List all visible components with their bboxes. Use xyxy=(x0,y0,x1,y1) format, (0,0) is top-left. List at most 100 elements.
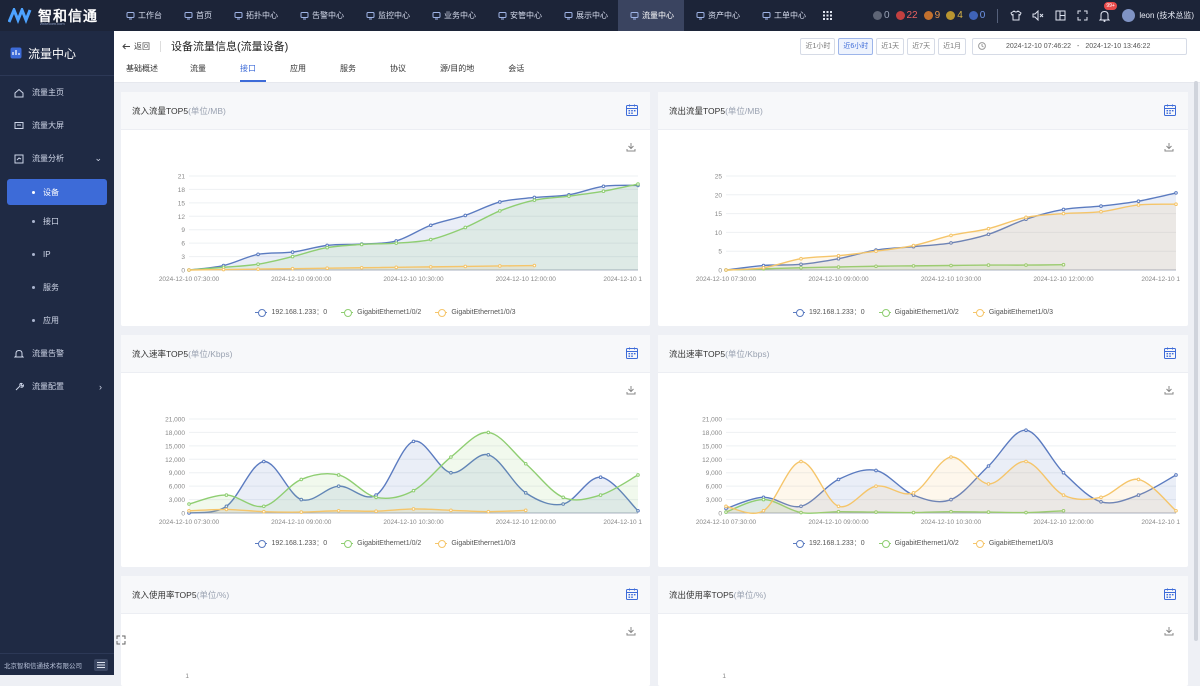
nav-item-9[interactable]: 资产中心 xyxy=(684,0,750,31)
data-point[interactable] xyxy=(836,265,841,269)
data-point[interactable] xyxy=(986,482,991,486)
sidebar-item-3[interactable]: 设备 xyxy=(7,179,107,205)
data-point[interactable] xyxy=(262,509,266,514)
sidebar-item-6[interactable]: 服务 xyxy=(0,271,114,304)
data-point[interactable] xyxy=(325,245,329,250)
data-point[interactable] xyxy=(374,495,378,500)
data-point[interactable] xyxy=(187,502,191,506)
data-point[interactable] xyxy=(224,507,229,512)
data-point[interactable] xyxy=(262,459,266,464)
nav-item-4[interactable]: 监控中心 xyxy=(354,0,420,31)
data-point[interactable] xyxy=(463,225,468,230)
data-point[interactable] xyxy=(1099,500,1103,504)
nav-item-3[interactable]: 告警中心 xyxy=(288,0,354,31)
data-point[interactable] xyxy=(359,265,364,270)
data-point[interactable] xyxy=(761,497,766,502)
range-1m-button[interactable]: 近1月 xyxy=(938,37,966,55)
data-point[interactable] xyxy=(986,226,991,231)
data-point[interactable] xyxy=(598,475,603,479)
data-point[interactable] xyxy=(799,256,803,261)
data-point[interactable] xyxy=(567,194,571,198)
legend-item[interactable]: GigabitEthernet1/0/3 xyxy=(972,307,1053,317)
legend-item[interactable]: GigabitEthernet1/0/3 xyxy=(435,307,516,317)
data-point[interactable] xyxy=(299,477,304,482)
data-point[interactable] xyxy=(799,262,803,267)
calendar-icon[interactable] xyxy=(626,347,638,359)
fullscreen-icon[interactable] xyxy=(1074,8,1090,24)
nav-item-7[interactable]: 展示中心 xyxy=(552,0,618,31)
alert-info[interactable]: 0 xyxy=(968,10,985,21)
data-point[interactable] xyxy=(949,455,953,459)
data-point[interactable] xyxy=(336,473,341,477)
alert-major[interactable]: 22 xyxy=(895,10,918,21)
data-point[interactable] xyxy=(874,510,878,514)
data-point[interactable] xyxy=(724,510,728,514)
data-point[interactable] xyxy=(449,455,453,459)
data-point[interactable] xyxy=(724,268,728,272)
nav-item-1[interactable]: 首页 xyxy=(172,0,222,31)
range-1h-button[interactable]: 近1小时 xyxy=(800,37,836,55)
data-point[interactable] xyxy=(463,213,468,218)
sidebar-item-8[interactable]: 流量告警 xyxy=(0,337,114,370)
data-point[interactable] xyxy=(1061,262,1066,267)
data-point[interactable] xyxy=(911,264,916,268)
nav-item-10[interactable]: 工单中心 xyxy=(750,0,816,31)
download-icon[interactable] xyxy=(626,385,636,395)
data-point[interactable] xyxy=(1061,493,1066,497)
series-line[interactable] xyxy=(725,264,1064,271)
download-icon[interactable] xyxy=(1164,385,1174,395)
tab-6[interactable]: 源/目的地 xyxy=(440,63,475,73)
data-point[interactable] xyxy=(428,223,433,228)
data-point[interactable] xyxy=(486,453,491,457)
data-point[interactable] xyxy=(601,189,606,194)
data-point[interactable] xyxy=(874,249,878,253)
collapse-menu-icon[interactable] xyxy=(94,658,108,671)
data-point[interactable] xyxy=(187,268,191,272)
vertical-scrollbar[interactable] xyxy=(1194,81,1198,641)
data-point[interactable] xyxy=(290,254,295,259)
data-point[interactable] xyxy=(1024,510,1028,515)
data-point[interactable] xyxy=(561,502,565,506)
data-point[interactable] xyxy=(836,509,841,514)
data-point[interactable] xyxy=(394,241,399,245)
sidebar-item-7[interactable]: 应用 xyxy=(0,304,114,337)
calendar-icon[interactable] xyxy=(626,104,638,116)
data-point[interactable] xyxy=(1136,203,1141,207)
tab-3[interactable]: 应用 xyxy=(290,63,306,73)
data-point[interactable] xyxy=(523,508,528,513)
nav-item-6[interactable]: 安管中心 xyxy=(486,0,552,31)
data-point[interactable] xyxy=(411,507,416,511)
calendar-icon[interactable] xyxy=(1164,104,1176,116)
download-icon[interactable] xyxy=(1164,142,1174,152)
alert-minor[interactable]: 9 xyxy=(923,10,940,21)
sidebar-item-1[interactable]: 流量大屏 xyxy=(0,109,114,142)
data-point[interactable] xyxy=(256,267,260,271)
data-point[interactable] xyxy=(761,508,766,513)
data-point[interactable] xyxy=(836,253,841,258)
legend-item[interactable]: GigabitEthernet1/0/2 xyxy=(341,538,421,548)
range-1d-button[interactable]: 近1天 xyxy=(876,37,905,55)
legend-item[interactable]: 192.168.1.233：0 xyxy=(792,307,865,317)
nav-item-0[interactable]: 工作台 xyxy=(114,0,172,31)
data-point[interactable] xyxy=(187,508,191,513)
logo[interactable]: 智和信通 zhitecom.com xyxy=(0,0,114,31)
data-point[interactable] xyxy=(299,497,304,502)
data-point[interactable] xyxy=(874,468,878,473)
data-point[interactable] xyxy=(1061,508,1066,513)
notification-bell-icon[interactable]: 99+ xyxy=(1096,1,1117,24)
data-point[interactable] xyxy=(1061,470,1066,475)
data-point[interactable] xyxy=(336,484,341,488)
data-point[interactable] xyxy=(836,504,841,509)
legend-item[interactable]: GigabitEthernet1/0/3 xyxy=(435,538,516,548)
data-point[interactable] xyxy=(949,241,953,245)
data-point[interactable] xyxy=(1024,263,1028,267)
data-point[interactable] xyxy=(325,266,329,271)
download-icon[interactable] xyxy=(626,626,636,636)
data-point[interactable] xyxy=(1024,459,1028,464)
data-point[interactable] xyxy=(428,265,433,269)
nav-item-2[interactable]: 拓扑中心 xyxy=(222,0,288,31)
data-point[interactable] xyxy=(1061,211,1066,216)
data-point[interactable] xyxy=(374,509,378,514)
data-point[interactable] xyxy=(532,263,537,268)
data-point[interactable] xyxy=(761,265,766,270)
